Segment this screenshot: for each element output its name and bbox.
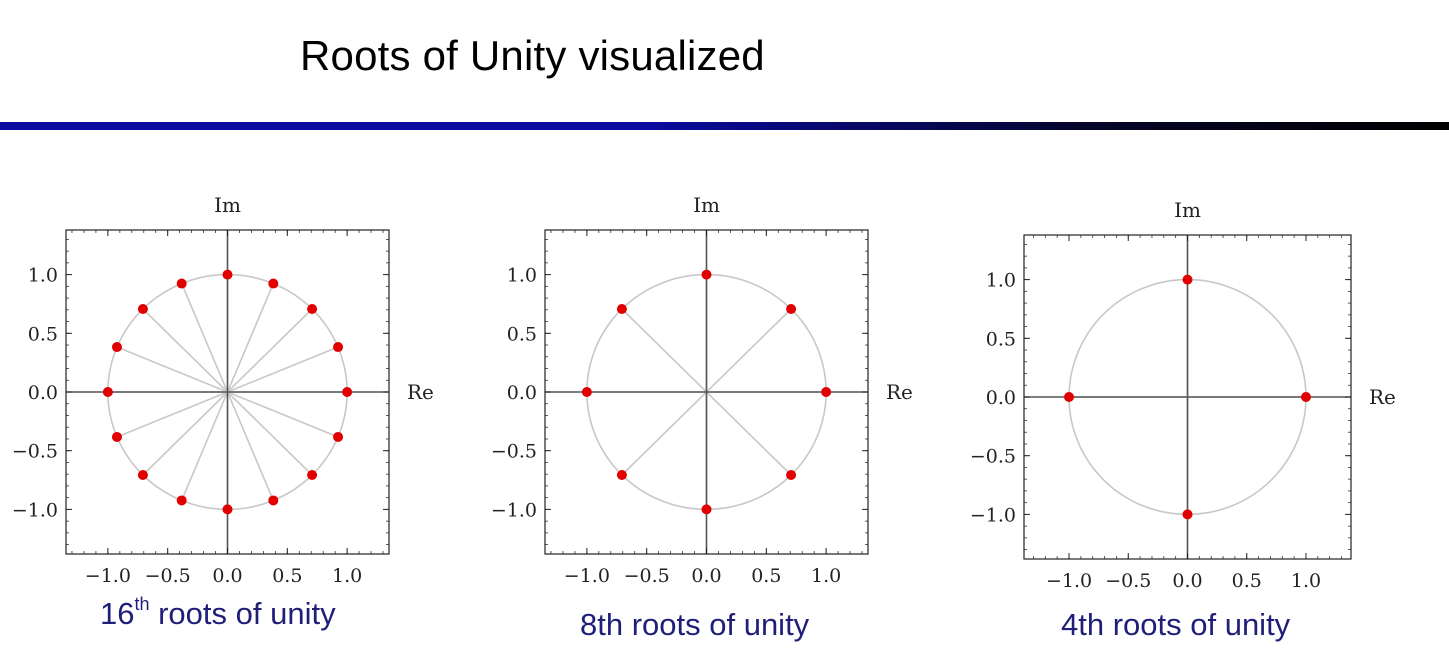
root-point-4 [581,387,592,397]
caption-16th-number: 16 [100,596,135,631]
y-tick-label: 1.0 [28,265,58,287]
x-tick-label: −0.5 [145,565,191,587]
y-tick-label: −0.5 [491,441,537,463]
root-point-3 [1182,509,1193,520]
y-tick-label: −1.0 [12,499,58,521]
y-axis-label: Im [214,193,241,217]
spoke-7 [116,346,228,393]
spoke-1 [705,308,792,393]
spoke-5 [621,391,708,476]
caption-8th-text: 8th roots of unity [580,607,810,642]
root-point-1 [786,304,797,315]
caption-16th-superscript: th [134,594,150,614]
x-tick-label: −1.0 [1046,570,1092,592]
root-point-9 [111,431,122,442]
spoke-2 [226,308,313,393]
spoke-15 [227,391,339,438]
caption-4th-text: 4th roots of unity [1061,607,1291,642]
slide-title: Roots of Unity visualized [300,32,765,79]
caption-4th: 4th roots of unity [1061,607,1290,643]
root-point-7 [786,469,797,480]
y-tick-label: 1.0 [507,265,537,287]
spoke-13 [226,391,275,501]
y-tick-label: 0.5 [986,328,1016,350]
root-point-3 [268,278,279,289]
spoke-7 [705,391,792,476]
root-point-5 [616,469,627,480]
y-axis-label: Im [1174,198,1201,222]
x-tick-label: 0.5 [1232,570,1262,592]
root-point-6 [701,504,712,515]
y-tick-label: −1.0 [491,499,537,521]
root-point-3 [616,304,627,315]
y-tick-label: −0.5 [12,441,58,463]
y-tick-label: 1.0 [986,270,1016,292]
title-divider [0,122,1449,130]
root-point-12 [222,504,233,515]
spoke-3 [621,308,708,393]
root-point-2 [701,269,712,280]
caption-16th-text: roots of unity [149,596,336,631]
root-point-7 [111,342,122,353]
root-point-2 [307,304,318,315]
spoke-1 [227,346,339,393]
root-point-11 [176,495,187,506]
x-tick-label: 1.0 [1291,570,1321,592]
x-tick-label: 1.0 [332,565,362,587]
y-tick-label: 0.5 [507,323,537,345]
y-tick-label: 0.5 [28,323,58,345]
spoke-3 [226,283,275,393]
root-point-15 [333,431,344,442]
x-tick-label: 0.0 [1172,570,1202,592]
y-tick-label: 0.0 [507,382,537,404]
root-point-14 [307,469,318,480]
spoke-14 [226,391,313,476]
spoke-9 [116,391,228,438]
root-point-5 [176,278,187,289]
root-point-1 [1182,274,1193,285]
caption-8th: 8th roots of unity [580,607,809,643]
plot-4th-roots: −1.0 −0.5 0.0 0.5 1.0 −1.0 −0.5 0.0 0.5 1.0 Re Im [970,198,1396,592]
plot-16th-roots: −1.0 −0.5 0.0 0.5 1.0 −1.0 −0.5 0.0 0.5 1.0 Re Im [12,193,434,587]
y-tick-label: −0.5 [970,446,1016,468]
x-tick-label: −1.0 [564,565,610,587]
y-tick-label: −1.0 [970,504,1016,526]
x-tick-label: −0.5 [624,565,670,587]
root-point-0 [342,387,353,397]
x-tick-label: −1.0 [85,565,131,587]
x-axis-label: Re [1369,385,1396,409]
y-axis-label: Im [693,193,720,217]
y-tick-label: 0.0 [28,382,58,404]
spoke-11 [180,391,229,501]
root-point-10 [137,469,148,480]
root-point-0 [1300,392,1311,402]
root-point-4 [222,269,233,280]
spoke-5 [180,283,229,393]
caption-16th: 16th roots of unity [100,594,336,632]
root-point-2 [1064,392,1075,402]
plot-8th-roots: −1.0 −0.5 0.0 0.5 1.0 −1.0 −0.5 0.0 0.5 1.0 Re Im [491,193,913,587]
root-point-13 [268,495,279,506]
x-tick-label: 1.0 [811,565,841,587]
y-tick-label: 0.0 [986,387,1016,409]
x-tick-label: −0.5 [1105,570,1151,592]
x-tick-label: 0.0 [212,565,242,587]
x-axis-label: Re [407,380,434,404]
root-point-6 [137,304,148,315]
root-point-1 [333,342,344,353]
x-tick-label: 0.5 [272,565,302,587]
x-axis-label: Re [886,380,913,404]
root-point-8 [102,387,113,397]
spoke-10 [142,391,229,476]
x-tick-label: 0.0 [691,565,721,587]
spoke-6 [142,308,229,393]
x-tick-label: 0.5 [751,565,781,587]
root-point-0 [821,387,832,397]
